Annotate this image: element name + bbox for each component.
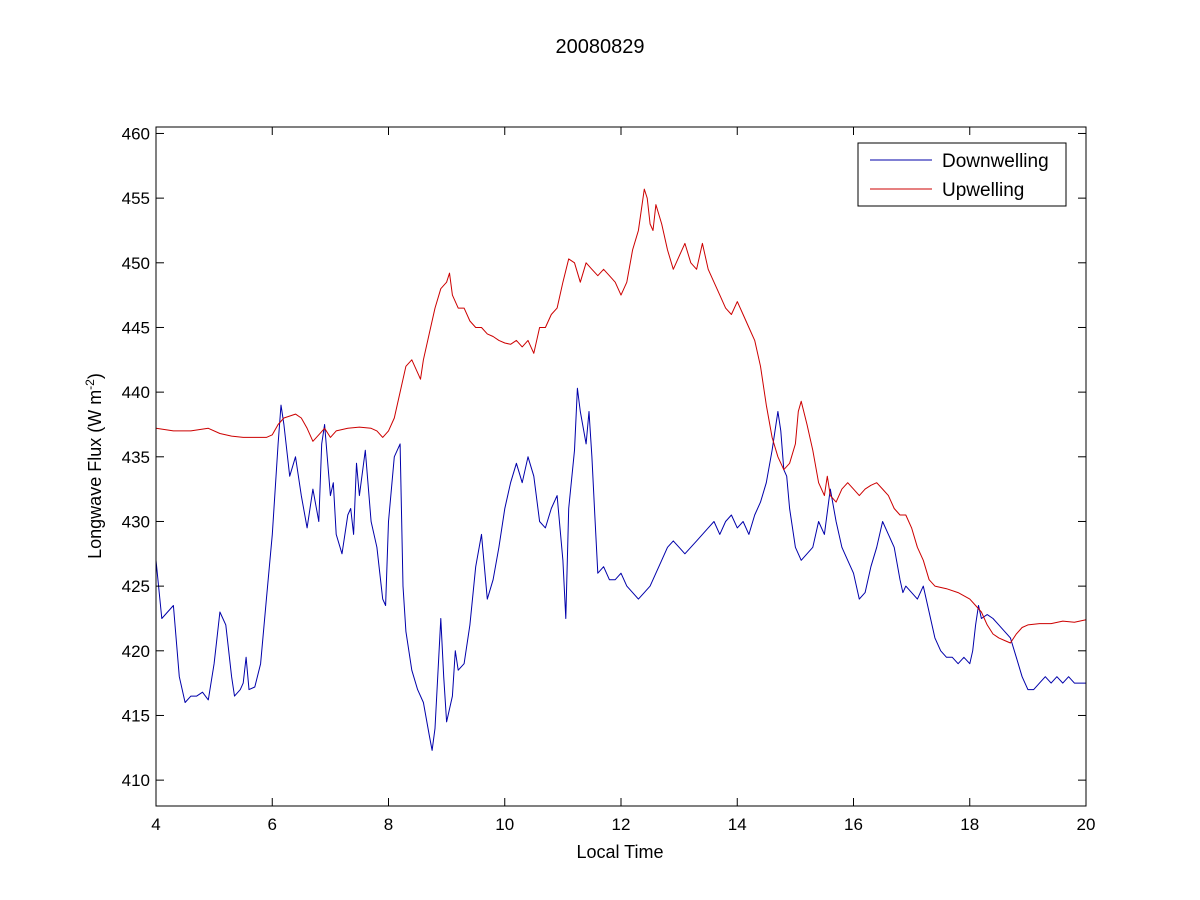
y-tick-label: 460 [122,124,150,143]
tick-layer: 4 6 8 10 12 14 16 18 20 410 415 420 425 430 435 440 445 4… [122,124,1096,834]
y-axis-label-superscript: -2 [83,379,97,390]
y-tick-label: 420 [122,642,150,661]
legend-label-upwelling: Upwelling [942,180,1024,201]
series-line-downwelling [155,387,1086,751]
series-line-upwelling [155,188,1087,644]
y-axis-label-close: ) [85,373,105,379]
x-tick-label: 10 [495,815,514,834]
x-tick-label: 6 [268,815,277,834]
plot-background [156,127,1086,806]
x-tick-label: 20 [1077,815,1096,834]
y-tick-label: 445 [122,318,150,337]
y-tick-label: 415 [122,706,150,725]
x-tick-label: 18 [960,815,979,834]
y-tick-label: 440 [122,383,150,402]
y-tick-label: 455 [122,189,150,208]
x-tick-label: 4 [151,815,160,834]
chart-title: 20080829 [556,36,645,58]
legend-entries: Downwelling Upwelling [870,151,1049,201]
x-tick-label: 12 [612,815,631,834]
legend-label-downwelling: Downwelling [942,151,1049,172]
y-tick-label: 450 [122,254,150,273]
y-axis-label: Longwave Flux (W m-2) [83,373,105,559]
y-tick-label: 410 [122,771,150,790]
x-tick-label: 8 [384,815,393,834]
y-tick-label: 425 [122,577,150,596]
y-axis-label-main: Longwave Flux (W m [85,390,105,559]
legend-box [857,142,1067,207]
y-tick-label: 430 [122,512,150,531]
plot-area: 4 6 8 10 12 14 16 18 20 410 415 420 425 430 435 440 445 4… [122,124,1096,834]
legend: Downwelling Upwelling [857,142,1067,207]
x-tick-label: 16 [844,815,863,834]
series-layer [155,188,1087,751]
x-axis-label: Local Time [576,842,663,862]
x-tick-label: 14 [728,815,747,834]
y-tick-label: 435 [122,448,150,467]
